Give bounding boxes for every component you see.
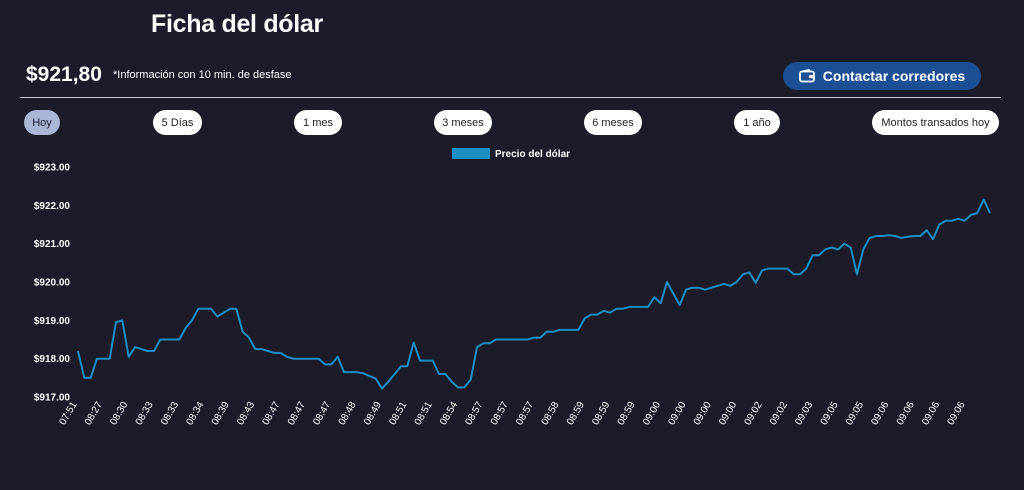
x-tick-label: 08:59: [590, 400, 612, 428]
x-tick-label: 08:47: [261, 400, 283, 428]
x-tick-label: 08:39: [210, 400, 232, 428]
tab-montos-transados[interactable]: Montos transados hoy: [872, 110, 999, 135]
y-tick-label: $920.00: [34, 278, 71, 289]
tab-6-meses[interactable]: 6 meses: [584, 110, 642, 135]
x-tick-label: 09:06: [869, 400, 891, 428]
header-divider: [20, 97, 1001, 98]
y-tick-label: $918.00: [34, 354, 71, 365]
x-tick-label: 08:58: [540, 400, 562, 428]
y-axis: $917.00 $918.00 $919.00 $920.00 $921.00 $922.…: [34, 163, 71, 404]
x-tick-label: 09:06: [895, 400, 917, 428]
y-tick-label: $919.00: [34, 316, 71, 327]
x-axis: 07:51 08:27 08:30 08:33 08:33 08:34 08:39 08:43…: [58, 400, 968, 428]
delay-note: *Información con 10 min. de desfase: [113, 69, 292, 81]
x-tick-label: 08:51: [413, 400, 435, 428]
price-series-line: [77, 198, 991, 390]
x-tick-label: 08:47: [286, 400, 308, 428]
page-title: Ficha del dólar: [151, 10, 323, 38]
x-tick-label: 08:43: [235, 400, 257, 428]
y-tick-label: $922.00: [34, 201, 71, 212]
x-tick-label: 08:48: [337, 400, 359, 428]
x-tick-label: 08:27: [83, 400, 105, 428]
x-tick-label: 08:49: [362, 400, 384, 428]
x-tick-label: 08:54: [438, 400, 460, 428]
price-chart: Precio del dólar $917.00$918.00$919.00$9…: [34, 148, 991, 428]
x-tick-label: 08:59: [565, 400, 587, 428]
contact-brokers-label: Contactar corredores: [822, 68, 966, 84]
x-tick-label: 08:33: [159, 400, 181, 428]
x-tick-label: 08:34: [184, 400, 206, 428]
legend-swatch: [452, 148, 490, 159]
x-tick-label: 09:05: [819, 400, 841, 428]
x-tick-label: 09:02: [768, 400, 790, 428]
x-tick-label: 09:00: [666, 400, 688, 428]
tab-1-ano[interactable]: 1 año: [734, 110, 780, 135]
x-tick-label: 09:00: [641, 400, 663, 428]
contact-brokers-button[interactable]: Contactar corredores: [783, 62, 981, 90]
x-tick-label: 08:47: [311, 400, 333, 428]
legend-label: Precio del dólar: [495, 149, 570, 160]
x-tick-label: 08:57: [514, 400, 536, 428]
x-tick-label: 09:02: [743, 400, 765, 428]
x-tick-label: 09:00: [717, 400, 739, 428]
tab-1-mes[interactable]: 1 mes: [294, 110, 342, 135]
x-tick-label: 08:51: [387, 400, 409, 428]
x-tick-label: 08:33: [134, 400, 156, 428]
x-tick-label: 09:03: [793, 400, 815, 428]
x-tick-label: 09:05: [844, 400, 866, 428]
y-tick-label: $921.00: [34, 239, 71, 250]
x-tick-label: 09:06: [920, 400, 942, 428]
x-tick-label: 08:57: [489, 400, 511, 428]
chart-legend: Precio del dólar: [452, 148, 570, 160]
tab-5-dias[interactable]: 5 Días: [153, 110, 202, 135]
x-tick-label: 08:30: [108, 400, 130, 428]
x-tick-label: 08:57: [463, 400, 485, 428]
x-tick-label: 09:06: [946, 400, 968, 428]
x-tick-label: 07:51: [58, 400, 80, 428]
x-tick-label: 08:59: [616, 400, 638, 428]
x-tick-label: 09:00: [692, 400, 714, 428]
wallet-icon: [798, 69, 815, 83]
tab-3-meses[interactable]: 3 meses: [434, 110, 492, 135]
current-price: $921,80: [26, 63, 102, 86]
y-tick-label: $923.00: [34, 163, 71, 174]
tab-hoy[interactable]: Hoy: [24, 110, 60, 135]
y-tick-label: $917.00: [34, 393, 71, 404]
